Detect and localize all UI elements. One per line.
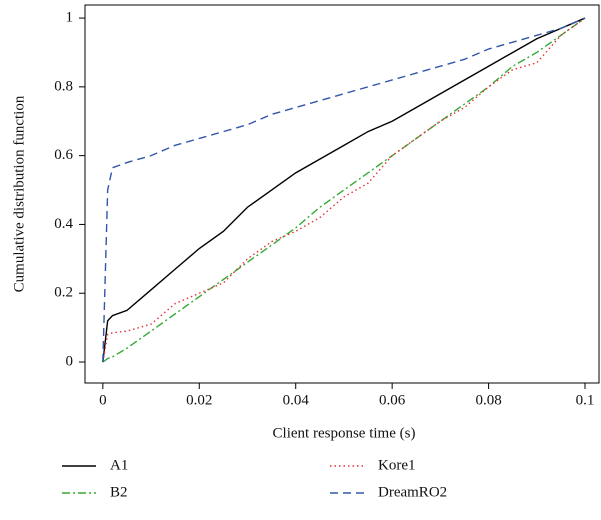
plot-frame	[84, 4, 600, 384]
x-tick-label: 0.1	[576, 392, 595, 408]
y-tick-label: 0.4	[54, 216, 73, 232]
legend-label: Kore1	[378, 457, 416, 473]
x-tick-label: 0.02	[186, 392, 212, 408]
y-tick-label: 0	[66, 353, 74, 369]
y-tick-label: 0.8	[54, 78, 73, 94]
x-tick-label: 0.06	[379, 392, 406, 408]
legend-label: B2	[110, 484, 128, 500]
y-tick-label: 0.6	[54, 147, 73, 163]
x-tick-label: 0.08	[475, 392, 501, 408]
series-line	[102, 17, 586, 363]
x-tick-label: 0	[99, 392, 107, 408]
series-line	[102, 17, 586, 363]
y-axis-label: Cumulative distribution function	[11, 95, 27, 292]
legend-label: DreamRO2	[378, 484, 447, 500]
x-tick-label: 0.04	[283, 392, 310, 408]
legend-label: A1	[110, 457, 128, 473]
y-tick-label: 1	[66, 10, 74, 26]
series-line	[102, 17, 586, 363]
series-line	[102, 17, 586, 363]
y-tick-label: 0.2	[54, 285, 73, 301]
x-axis-label: Client response time (s)	[273, 425, 416, 441]
